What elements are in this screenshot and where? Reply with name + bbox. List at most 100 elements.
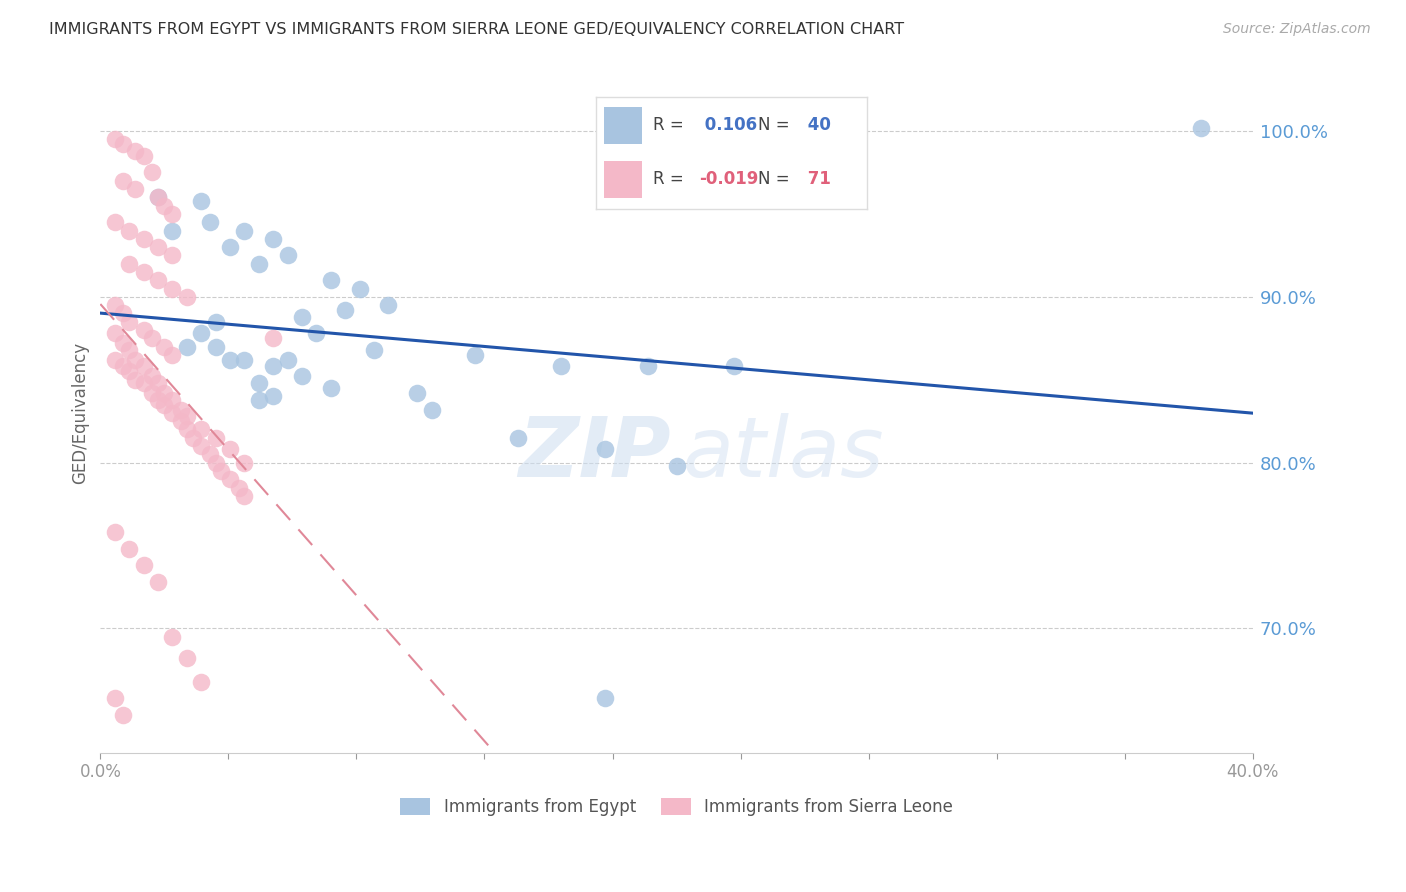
Point [118,343,141,357]
Point [198,447,221,461]
Point [247,392,270,407]
Point [233,456,256,470]
Point [420,402,443,417]
Point [124,182,146,196]
Point [162,406,184,420]
Point [198,215,221,229]
Point [132,265,155,279]
Point [349,281,371,295]
Point [146,376,169,390]
Text: ZIP: ZIP [519,413,671,494]
Point [204,456,226,470]
Point [277,352,299,367]
Point [132,149,155,163]
Point [146,273,169,287]
Point [209,464,232,478]
Point [204,340,226,354]
Point [132,323,155,337]
Legend: Immigrants from Egypt, Immigrants from Sierra Leone: Immigrants from Egypt, Immigrants from S… [394,791,960,822]
Point [146,392,169,407]
Point [176,422,198,436]
Point [277,248,299,262]
Point [233,352,256,367]
Point [176,340,198,354]
Point [190,326,212,341]
Point [665,458,688,473]
Point [219,240,242,254]
Point [219,472,242,486]
Point [291,369,314,384]
Point [146,190,169,204]
Point [170,402,193,417]
Point [132,232,155,246]
Text: IMMIGRANTS FROM EGYPT VS IMMIGRANTS FROM SIERRA LEONE GED/EQUIVALENCY CORRELATIO: IMMIGRANTS FROM EGYPT VS IMMIGRANTS FROM… [49,22,904,37]
Point [162,281,184,295]
Point [152,340,174,354]
Point [118,541,141,556]
Point [637,359,659,374]
Point [118,364,141,378]
Point [506,431,529,445]
Point [124,373,146,387]
Y-axis label: GED/Equivalency: GED/Equivalency [72,342,89,484]
Point [162,348,184,362]
Point [152,386,174,401]
Point [162,223,184,237]
Point [132,359,155,374]
Point [118,223,141,237]
Point [104,298,127,312]
Point [104,326,127,341]
Point [141,165,163,179]
Point [262,359,284,374]
Point [406,386,429,401]
Point [112,707,135,722]
Point [464,348,486,362]
Point [377,298,399,312]
Point [162,248,184,262]
Point [262,331,284,345]
Point [112,306,135,320]
Point [112,137,135,152]
Point [305,326,328,341]
Point [162,392,184,407]
Point [162,207,184,221]
Point [335,303,357,318]
Point [1189,120,1212,135]
Point [190,194,212,208]
Point [190,422,212,436]
Point [262,389,284,403]
Point [723,359,745,374]
Point [550,359,572,374]
Point [146,575,169,590]
Point [219,442,242,457]
Point [141,331,163,345]
Point [162,630,184,644]
Point [132,376,155,390]
Point [104,132,127,146]
Point [319,273,342,287]
Point [319,381,342,395]
Point [112,336,135,351]
Point [363,343,385,357]
Point [181,431,204,445]
Point [176,651,198,665]
Point [104,691,127,706]
Point [141,386,163,401]
Point [247,376,270,390]
Point [291,310,314,324]
Point [204,315,226,329]
Point [233,223,256,237]
Point [132,558,155,573]
Point [228,481,250,495]
Point [141,369,163,384]
Point [104,525,127,540]
Point [112,359,135,374]
Point [190,439,212,453]
Text: Source: ZipAtlas.com: Source: ZipAtlas.com [1223,22,1371,37]
Point [247,257,270,271]
Point [170,414,193,428]
Point [146,240,169,254]
Point [176,409,198,424]
Point [176,290,198,304]
Text: atlas: atlas [682,413,884,494]
